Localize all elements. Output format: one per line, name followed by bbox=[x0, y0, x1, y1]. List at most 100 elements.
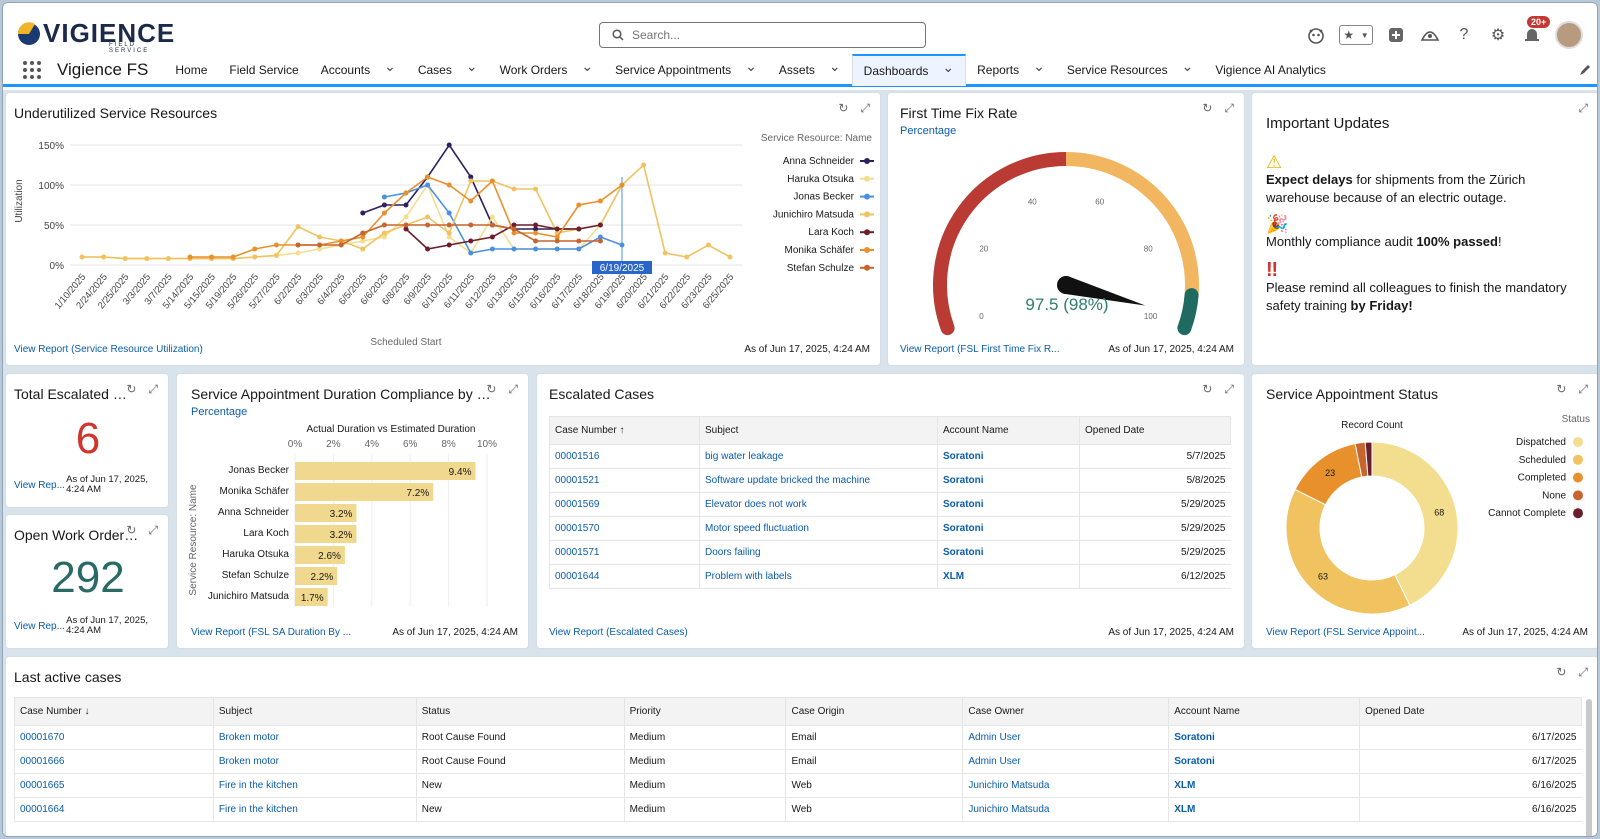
refresh-icon[interactable]: ↻ bbox=[126, 523, 137, 537]
bar[interactable] bbox=[295, 525, 357, 543]
data-point[interactable] bbox=[489, 222, 495, 228]
chevron-down-icon[interactable]: ⌄ bbox=[828, 58, 841, 74]
donut-slice-scheduled[interactable] bbox=[1285, 488, 1411, 614]
column-header[interactable]: Case Origin bbox=[785, 697, 964, 726]
data-point[interactable] bbox=[403, 226, 409, 232]
column-header[interactable]: Subject bbox=[699, 416, 938, 445]
data-point[interactable] bbox=[576, 238, 582, 244]
case-number-link[interactable]: 00001665 bbox=[14, 773, 214, 798]
data-point[interactable] bbox=[101, 254, 107, 260]
data-point[interactable] bbox=[425, 246, 431, 252]
account-link[interactable]: XLM bbox=[1168, 773, 1360, 798]
data-point[interactable] bbox=[511, 186, 517, 192]
data-point[interactable] bbox=[619, 182, 625, 188]
chevron-down-icon[interactable]: ⌄ bbox=[581, 58, 594, 74]
nav-tab-work-orders[interactable]: Work Orders ⌄ bbox=[489, 54, 605, 86]
account-link[interactable]: XLM bbox=[937, 564, 1080, 589]
bar[interactable] bbox=[295, 588, 328, 606]
legend-item[interactable]: Cannot Complete bbox=[1488, 508, 1566, 519]
account-link[interactable]: Soratoni bbox=[937, 492, 1080, 517]
settings-gear-icon[interactable]: ⚙ bbox=[1490, 27, 1506, 44]
subject-link[interactable]: Motor speed fluctuation bbox=[699, 516, 938, 541]
nav-tab-accounts[interactable]: Accounts ⌄ bbox=[310, 54, 407, 86]
subject-link[interactable]: Fire in the kitchen bbox=[212, 773, 417, 798]
data-point[interactable] bbox=[425, 174, 431, 180]
column-header[interactable]: Account Name bbox=[1168, 697, 1361, 726]
legend-item[interactable]: Completed bbox=[1518, 473, 1566, 484]
search-input[interactable] bbox=[632, 28, 912, 42]
legend-item[interactable]: Stefan Schulze bbox=[787, 263, 855, 274]
column-header[interactable]: Subject bbox=[212, 697, 417, 726]
data-point[interactable] bbox=[338, 242, 344, 248]
data-point[interactable] bbox=[403, 202, 409, 208]
data-point[interactable] bbox=[511, 230, 517, 236]
subject-link[interactable]: Elevator does not work bbox=[699, 492, 938, 517]
legend-item[interactable]: Scheduled bbox=[1519, 455, 1566, 466]
nav-tab-cases[interactable]: Cases ⌄ bbox=[407, 54, 489, 86]
data-point[interactable] bbox=[533, 222, 539, 228]
nav-tab-service-appointments[interactable]: Service Appointments ⌄ bbox=[604, 54, 768, 86]
data-point[interactable] bbox=[230, 254, 236, 260]
data-point[interactable] bbox=[273, 252, 279, 258]
nav-tab-service-resources[interactable]: Service Resources ⌄ bbox=[1056, 54, 1204, 86]
legend-item[interactable]: Anna Schneider bbox=[783, 156, 855, 167]
data-point[interactable] bbox=[489, 234, 495, 240]
data-point[interactable] bbox=[446, 234, 452, 240]
data-point[interactable] bbox=[317, 242, 323, 248]
data-point[interactable] bbox=[684, 254, 690, 260]
data-point[interactable] bbox=[576, 246, 582, 252]
data-point[interactable] bbox=[468, 222, 474, 228]
subject-link[interactable]: Broken motor bbox=[212, 725, 417, 750]
account-link[interactable]: XLM bbox=[1168, 797, 1360, 822]
chevron-down-icon[interactable]: ⌄ bbox=[1181, 58, 1194, 74]
data-point[interactable] bbox=[425, 214, 431, 220]
nav-tab-dashboards[interactable]: Dashboards ⌄ bbox=[851, 53, 967, 86]
company-logo[interactable]: VIGIENCE FIELD SERVICE bbox=[15, 19, 175, 54]
case-number-link[interactable]: 00001521 bbox=[549, 468, 700, 493]
data-point[interactable] bbox=[533, 226, 539, 232]
owner-link[interactable]: Admin User bbox=[962, 749, 1169, 774]
data-point[interactable] bbox=[209, 254, 215, 260]
column-header[interactable]: Status bbox=[415, 697, 625, 726]
view-report-link[interactable]: View Rep... bbox=[14, 480, 65, 491]
case-number-link[interactable]: 00001569 bbox=[549, 492, 700, 517]
column-header[interactable]: Priority bbox=[623, 697, 787, 726]
data-point[interactable] bbox=[381, 202, 387, 208]
bar[interactable] bbox=[295, 483, 434, 501]
data-point[interactable] bbox=[360, 234, 366, 240]
legend-item[interactable]: Monika Schäfer bbox=[785, 245, 855, 256]
data-point[interactable] bbox=[554, 246, 560, 252]
subject-link[interactable]: big water leakage bbox=[699, 444, 938, 469]
data-point[interactable] bbox=[468, 174, 474, 180]
data-point[interactable] bbox=[381, 194, 387, 200]
nav-tab-home[interactable]: Home bbox=[164, 54, 218, 86]
data-point[interactable] bbox=[597, 234, 603, 240]
account-link[interactable]: Soratoni bbox=[1168, 749, 1360, 774]
global-search[interactable] bbox=[599, 22, 926, 48]
data-point[interactable] bbox=[468, 250, 474, 256]
view-report-link[interactable]: View Report (Escalated Cases) bbox=[549, 627, 688, 638]
bar[interactable] bbox=[295, 567, 338, 585]
data-point[interactable] bbox=[597, 198, 603, 204]
expand-icon[interactable]: ⤢ bbox=[1578, 101, 1588, 115]
view-report-link[interactable]: View Report (FSL Service Appoint... bbox=[1266, 627, 1425, 638]
data-point[interactable] bbox=[554, 238, 560, 244]
expand-icon[interactable]: ⤢ bbox=[1224, 382, 1234, 396]
data-point[interactable] bbox=[338, 238, 344, 244]
owner-link[interactable]: Junichiro Matsuda bbox=[962, 773, 1169, 798]
data-point[interactable] bbox=[122, 256, 128, 262]
data-point[interactable] bbox=[641, 162, 647, 168]
view-report-link[interactable]: View Report (Service Resource Utilizatio… bbox=[14, 344, 203, 355]
data-point[interactable] bbox=[381, 234, 387, 240]
trailhead-icon[interactable] bbox=[1419, 24, 1441, 46]
data-point[interactable] bbox=[619, 242, 625, 248]
view-report-link[interactable]: View Report (FSL First Time Fix R... bbox=[900, 344, 1060, 355]
data-point[interactable] bbox=[446, 142, 452, 148]
data-point[interactable] bbox=[295, 242, 301, 248]
expand-icon[interactable]: ⤢ bbox=[1578, 665, 1588, 679]
data-point[interactable] bbox=[273, 242, 279, 248]
account-link[interactable]: Soratoni bbox=[937, 444, 1080, 469]
data-point[interactable] bbox=[489, 246, 495, 252]
refresh-icon[interactable]: ↻ bbox=[1556, 665, 1567, 679]
data-point[interactable] bbox=[576, 202, 582, 208]
